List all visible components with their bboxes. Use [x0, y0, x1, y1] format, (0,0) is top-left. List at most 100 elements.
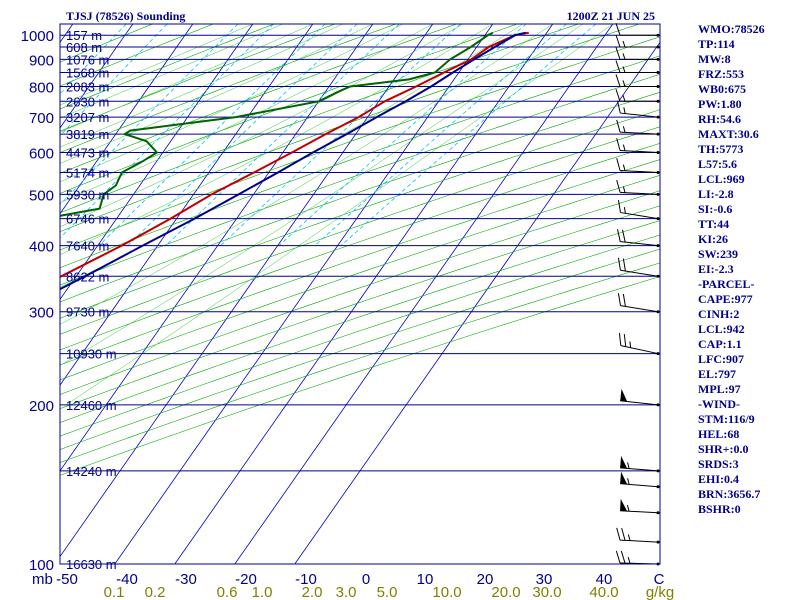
mixing-ratio-line	[60, 24, 239, 206]
temperature-tick-label: -20	[235, 571, 257, 588]
mixing-ratio-tick-label: 0.6	[217, 584, 238, 600]
height-label: 3207 m	[66, 110, 109, 125]
wind-barb	[617, 229, 660, 248]
isotherm-line	[0, 24, 13, 564]
height-label: 14240 m	[66, 464, 117, 479]
mixing-ratio-line	[278, 24, 527, 246]
dry-adiabat-line	[60, 248, 660, 450]
height-label: 5174 m	[66, 165, 109, 180]
stat-item: BSHR:0	[698, 502, 741, 516]
pressure-tick-label: 1000	[21, 28, 54, 45]
wind-barb	[616, 527, 660, 544]
temperature-profile-line	[60, 31, 529, 278]
stat-item: SHR+:0.0	[698, 442, 749, 456]
dry-adiabat-line	[60, 190, 660, 395]
wind-barb	[617, 100, 660, 119]
temperature-tick-label: -50	[56, 571, 78, 588]
height-label: 6746 m	[66, 212, 109, 227]
stat-item: EHI:0.4	[698, 472, 740, 486]
stat-item: L57:5.6	[698, 157, 737, 171]
stat-item: HEL:68	[698, 427, 740, 441]
moist-adiabat-line	[60, 24, 373, 164]
dry-adiabat-line	[60, 143, 660, 351]
dry-adiabat-line	[60, 24, 214, 87]
height-label: 7640 m	[66, 239, 109, 254]
moist-adiabat-line	[65, 24, 613, 406]
temperature-tick-label: -40	[116, 571, 138, 588]
mixing-ratio-tick-label: 0.2	[145, 584, 166, 600]
stat-item: MW:8	[698, 52, 731, 66]
wind-barb	[617, 200, 660, 221]
pressure-tick-label: 400	[29, 239, 54, 256]
dry-adiabat-line	[60, 109, 660, 319]
mixing-ratio-line	[127, 24, 358, 246]
wind-barb	[616, 119, 660, 136]
pressure-tick-label: 900	[29, 52, 54, 69]
plot-frame	[59, 23, 661, 565]
stat-item: LCL:942	[698, 322, 745, 336]
height-label: 12460 m	[66, 398, 117, 413]
temperature-tick-label: 0	[362, 571, 370, 588]
mixing-ratio-tick-label: 30.0	[532, 584, 561, 600]
pressure-unit-label: mb	[32, 571, 53, 588]
stat-item: SRDS:3	[698, 457, 739, 471]
wind-barb	[620, 388, 660, 407]
temperature-tick-label: 20	[477, 571, 494, 588]
mixing-ratio-line	[220, 24, 461, 246]
wind-barb	[616, 138, 660, 155]
wind-barb	[615, 89, 660, 103]
pressure-tick-label: 300	[29, 305, 54, 322]
stat-item: WB0:675	[698, 82, 746, 96]
isotherm-line	[234, 24, 614, 564]
moist-adiabat-line	[60, 24, 583, 366]
wind-barb	[620, 471, 660, 489]
dry-adiabat-line	[60, 24, 336, 132]
height-label: 1568 m	[66, 66, 109, 81]
temperature-tick-label: -30	[175, 571, 197, 588]
stat-item: LCL:969	[698, 172, 745, 186]
dry-adiabat-line	[60, 262, 660, 463]
pressure-tick-label: 700	[29, 110, 54, 127]
dry-adiabat-line	[60, 159, 660, 366]
wind-barb	[615, 550, 660, 566]
dewpoint-profile-line	[60, 31, 494, 217]
stat-item: CINH:2	[698, 307, 740, 321]
dry-adiabat-line	[60, 36, 660, 251]
height-label: 4473 m	[66, 146, 109, 161]
wind-barb	[617, 257, 660, 278]
mixing-ratio-tick-label: 20.0	[491, 584, 520, 600]
stat-item: PW:1.80	[698, 97, 742, 111]
dry-adiabat-line	[60, 126, 660, 335]
stat-item: TH:5773	[698, 142, 744, 156]
isotherm-line	[60, 24, 434, 558]
mixing-ratio-line	[165, 24, 400, 246]
wind-barb	[616, 180, 660, 196]
wind-barb	[616, 158, 660, 174]
pressure-tick-label: 500	[29, 187, 54, 204]
height-label: 16630 m	[66, 557, 117, 572]
mixing-ratio-line	[340, 24, 597, 246]
dry-adiabat-line	[60, 24, 153, 63]
stat-item: WMO:78526	[698, 22, 765, 36]
parcel-path-line	[60, 31, 527, 291]
stat-item: KI:26	[698, 232, 728, 246]
pressure-tick-label: 100	[29, 557, 54, 574]
background-lines	[0, 24, 660, 564]
temperature-tick-label: 30	[536, 571, 553, 588]
stat-item: MPL:97	[698, 382, 741, 396]
stat-item: MAXT:30.6	[698, 127, 759, 141]
wind-barbs	[615, 23, 660, 566]
wind-barb	[620, 498, 660, 515]
wind-barb	[620, 455, 660, 473]
dry-adiabat-line	[60, 24, 396, 153]
isotherm-line	[60, 24, 74, 43]
temperature-tick-label: -10	[295, 571, 317, 588]
isotherm-line	[174, 24, 554, 564]
wind-barb	[615, 23, 660, 37]
wind-barb	[615, 47, 660, 61]
stat-item: LI:-2.8	[698, 187, 734, 201]
dry-adiabat-line	[60, 276, 660, 476]
height-label: 1076 m	[66, 52, 109, 67]
